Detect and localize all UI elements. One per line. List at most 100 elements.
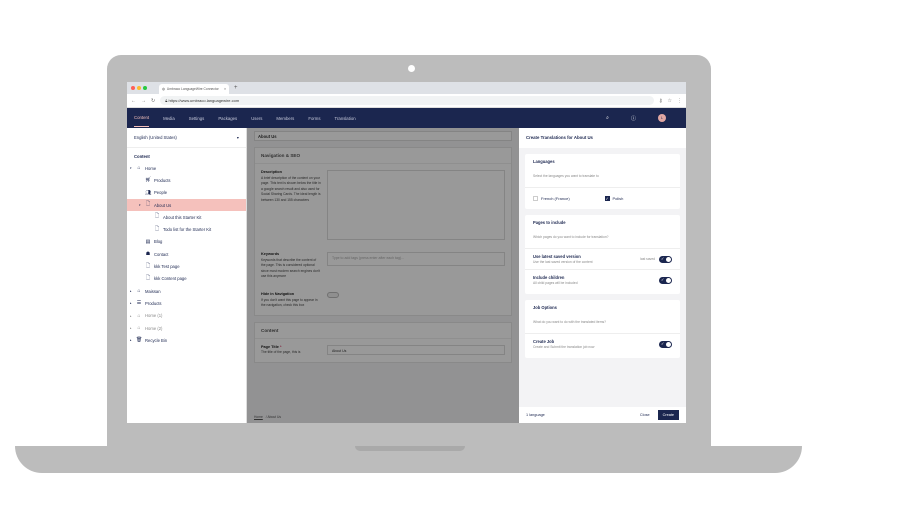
language-option-polish[interactable]: ✓ Polish [604,196,673,202]
nav-users[interactable]: Users [251,115,263,121]
hide-navigation-toggle[interactable] [327,291,339,298]
tree-item[interactable]: ▤ Blog [127,236,246,248]
tree-item[interactable]: 🗋 kkk Content page [127,273,246,285]
tree-item[interactable]: ▸ ⌂ Home (1) [127,310,246,322]
new-tab-button[interactable]: + [234,85,238,91]
language-select[interactable]: English (United States) ▾ [127,128,246,148]
nav-forms[interactable]: Forms [308,115,321,121]
modal-backdrop[interactable] [247,128,519,423]
document-icon: 🗋 [145,274,151,281]
latest-version-desc: Use the last saved version of the conten… [533,260,593,265]
panel-footer: 1 language Close Create [519,407,686,423]
home-icon: ⌂ [137,312,141,319]
screen: ◍ Umbraco LanguageWire Connector × + ← → ↻ 🔒… [127,82,686,423]
tree-item-label: Recycle Bin [145,337,168,343]
back-icon[interactable]: ← [131,97,136,104]
expand-arrow-icon[interactable]: ▸ [130,326,132,330]
maximize-window-button[interactable] [143,86,147,90]
close-tab-icon[interactable]: × [224,87,226,91]
lock-icon: 🔒︎ [165,98,169,103]
include-children-toggle[interactable] [659,276,672,284]
minimize-window-button[interactable] [137,86,141,90]
document-icon: 🗋 [154,213,160,220]
create-button[interactable]: Create [657,410,679,420]
document-icon: 🗋 [145,262,151,269]
page-title-input[interactable]: About Us [327,344,505,355]
tree-item[interactable]: 🗋 kkk Test page [127,260,246,272]
group-title: Navigation & SEO [255,148,511,164]
expand-arrow-icon[interactable]: ▸ [130,313,132,318]
url-input[interactable]: 🔒︎ https://www.umbraco.languagewire.com [160,96,654,105]
checkbox[interactable] [533,196,538,202]
pages-card: Pages to include Which pages do you want … [525,215,680,295]
tree-item[interactable]: 🗋 About this Starter Kit [127,211,246,223]
tree-item[interactable]: 🗋 Todo list for the Starter Kit [127,223,246,235]
expand-arrow-icon[interactable]: ▸ [130,289,132,294]
latest-version-status: last saved [640,257,655,262]
avatar[interactable]: L [658,114,666,122]
laptop-camera [408,65,415,72]
trash-icon: 🗑︎ [136,337,143,344]
tree-item-label: Home [145,165,157,171]
description-textarea[interactable] [327,170,505,240]
tree-item[interactable]: 🛒︎ Products [127,174,246,186]
nav-media[interactable]: Media [163,115,175,121]
breadcrumb-separator: / [265,415,267,419]
breadcrumb-current: About Us [267,415,282,419]
cart-icon: 🛒︎ [145,177,152,184]
menu-icon[interactable]: ⋮ [677,97,682,104]
job-options-title: Job Options [533,305,557,311]
language-count: 1 language [526,413,545,417]
search-icon[interactable]: ⌕ [606,115,609,121]
tree-item[interactable]: ▸ ⌂ Maissan [127,285,246,297]
nav-content[interactable]: Content [134,109,150,127]
browser-tab[interactable]: ◍ Umbraco LanguageWire Connector × [159,84,229,94]
tree-item[interactable]: ▾ ⌂ Home [127,162,246,174]
tree-item[interactable]: ▸ 🗑︎ Recycle Bin [127,334,246,346]
content-tree-sidebar: English (United States) ▾ Content ▾ ⌂ Home 🛒… [127,128,247,423]
pages-title: Pages to include [533,220,566,226]
required-marker: * [279,344,282,349]
tree-item-label: About Us [154,202,172,208]
nav-translation[interactable]: Translation [334,115,356,121]
list-icon: ☰ [136,300,142,307]
nav-settings[interactable]: Settings [188,115,205,121]
page-title-help: The title of the page, this is [261,350,301,355]
nav-members[interactable]: Members [276,115,295,121]
checkbox-checked[interactable]: ✓ [604,196,610,202]
panel-title: Create Translations for About Us [519,128,686,148]
job-options-subtitle: What do you want to do with the translat… [533,320,606,325]
expand-arrow-icon[interactable]: ▾ [130,166,132,171]
breadcrumb-home[interactable]: Home [254,415,263,419]
help-icon[interactable]: ⓘ [630,115,636,122]
tree-item[interactable]: ▸ ⌂ Home (2) [127,322,246,334]
tree-item-label: About this Starter Kit [163,214,202,220]
close-button[interactable]: Close [639,413,650,417]
star-icon[interactable]: ☆ [667,97,672,104]
tree-item[interactable]: ▾ 🗋 About Us [127,198,246,212]
content-group: Content Page Title * The title of the pag… [254,321,512,363]
keywords-input[interactable]: Type to add tags (press enter after each… [327,252,505,266]
tree-item[interactable]: ☗ Contact [127,248,246,260]
key-icon[interactable]: ⚷ [658,97,663,104]
tree-item-label: Products [145,300,162,306]
node-name-input[interactable]: About Us [254,131,512,141]
language-option-french[interactable]: French (France) [533,196,601,202]
tree-item[interactable]: 👥︎ People [127,187,246,199]
nav-packages[interactable]: Packages [218,115,238,121]
expand-arrow-icon[interactable]: ▸ [130,338,132,343]
expand-arrow-icon[interactable]: ▾ [139,203,141,208]
tree-item-label: kkk Content page [154,276,187,282]
tree-item-label: Products [154,177,171,183]
language-value: English (United States) [134,135,177,140]
reload-icon[interactable]: ↻ [151,97,156,104]
tree-item[interactable]: ▸ ☰ Products [127,297,246,309]
forward-icon[interactable]: → [141,97,146,104]
description-help: A brief description of the content on yo… [261,175,321,202]
tree-item-label: Contact [154,251,169,257]
create-job-toggle[interactable] [659,340,672,348]
hide-navigation-help: If you don't want this page to appear in… [261,297,318,308]
latest-version-toggle[interactable] [659,255,672,263]
expand-arrow-icon[interactable]: ▸ [130,301,132,306]
close-window-button[interactable] [131,86,135,90]
